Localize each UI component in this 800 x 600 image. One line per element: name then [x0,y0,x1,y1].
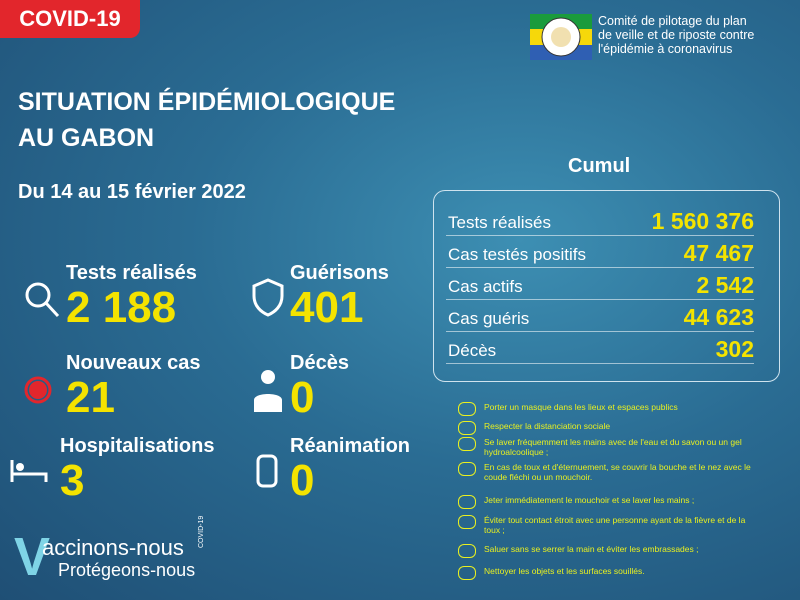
committee-line: Comité de pilotage du plan [598,14,747,28]
advice-text: Nettoyer les objets et les surfaces soui… [484,566,645,576]
stat-label: Hospitalisations [60,435,215,457]
stat-label: Guérisons [290,262,389,284]
committee: Comité de pilotage du plan de veille et … [598,14,754,56]
cumul-value: 44 623 [683,304,754,330]
stat-label: Tests réalisés [66,262,197,284]
cumul-row: Cas guéris 44 623 [446,301,754,332]
stat-value: 21 [66,373,115,422]
cumul-box: Tests réalisés 1 560 376 Cas testés positi… [433,190,780,382]
committee-line: l'épidémie à coronavirus [598,42,733,56]
cumul-value: 302 [715,336,754,362]
title: SITUATION ÉPIDÉMIOLOGIQUE AU GABON [18,84,395,156]
cumul-row: Cas actifs 2 542 [446,269,754,300]
advice-icon [458,421,476,435]
advice-text: Saluer sans se serrer la main et éviter … [484,544,699,554]
cumul-value: 1 560 376 [651,208,754,234]
advice-icon [458,402,476,416]
stat-label: Décès [290,352,349,374]
stat-value: 401 [290,283,364,332]
stat-value: 3 [60,456,85,505]
stat-label: Réanimation [290,435,411,457]
advice-icon [458,462,476,476]
stat-value: 0 [290,373,315,422]
period: Du 14 au 15 février 2022 [18,181,246,203]
advice-text: Respecter la distanciation sociale [484,421,611,431]
cumul-row: Décès 302 [446,333,754,364]
title-line: AU GABON [18,124,155,152]
slogan-initial: V [14,527,51,587]
slogan-line: accinons-nous [42,535,184,560]
cumul-value: 47 467 [683,240,754,266]
advice-icon [458,515,476,529]
slogan-line: Protégeons-nous [58,560,196,580]
cumul-label: Cas testés positifs [448,245,586,264]
stat-value: 2 188 [66,283,177,332]
advice-icon [458,544,476,558]
title-line: SITUATION ÉPIDÉMIOLOGIQUE [18,88,396,116]
slogan-tag: COVID-19 [198,515,205,548]
committee-line: de veille et de riposte contre [598,28,755,42]
cumul-label: Cas actifs [448,277,523,296]
advice-icon [458,495,476,509]
cumul-row: Tests réalisés 1 560 376 [446,205,754,236]
advice-text: En cas de toux et d'éternuement, se couv… [484,462,751,482]
advice-icon [458,566,476,580]
cumul-label: Cas guéris [448,309,530,328]
badge: COVID-19 [0,0,140,38]
advice-text: Jeter immédiatement le mouchoir et se la… [484,495,695,505]
icons [10,278,284,488]
cumul-row: Cas testés positifs 47 467 [446,237,754,268]
stat-label: Nouveaux cas [66,352,201,374]
advice-text: Porter un masque dans les lieux et espac… [484,402,678,412]
advice-icon [458,437,476,451]
cumul-value: 2 542 [696,272,754,298]
advice-text: Se laver fréquemment les mains avec de l… [484,437,742,457]
flag-logo [530,14,592,60]
stat-value: 0 [290,456,315,505]
cumul-title: Cumul [568,155,631,177]
cumul-label: Tests réalisés [448,213,551,232]
cumul-label: Décès [448,341,497,360]
advice-text: Éviter tout contact étroit avec une pers… [484,515,746,535]
